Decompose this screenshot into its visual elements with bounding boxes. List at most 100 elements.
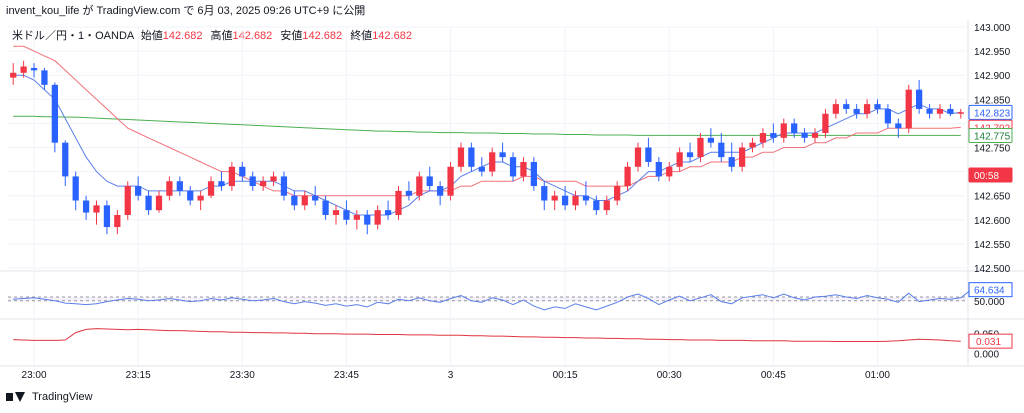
y-tick-label: 142.750 — [974, 144, 1011, 155]
x-tick-label: 01:00 — [865, 370, 890, 381]
candle-body — [291, 195, 298, 206]
candle-body — [405, 190, 413, 196]
candle-body — [541, 186, 548, 201]
osc-badge — [968, 333, 1013, 349]
ma-slow-line — [13, 45, 961, 197]
candle-body — [770, 133, 777, 138]
candle-body — [114, 214, 121, 228]
high-label: 高値 — [210, 30, 233, 42]
close-value: 142.682 — [372, 30, 412, 42]
x-tick-label: 00:15 — [553, 370, 578, 381]
rsi-line — [13, 289, 972, 311]
candle-body — [41, 70, 48, 85]
price-badge — [968, 167, 1013, 183]
candle-body — [301, 195, 308, 206]
candle-body — [957, 112, 964, 114]
tradingview-logo-icon — [6, 391, 26, 403]
close-label: 終値 — [350, 30, 373, 42]
candle-body — [468, 147, 475, 167]
low-label: 安値 — [280, 30, 303, 42]
candle-body — [895, 123, 902, 129]
candle-body — [20, 66, 27, 73]
candle-body — [624, 166, 631, 187]
low-value: 142.682 — [302, 30, 343, 42]
y-tick-label: 142.500 — [974, 264, 1011, 275]
price-badge — [968, 104, 1013, 120]
candle-body — [62, 142, 69, 177]
ma-long-line — [13, 115, 961, 136]
candle-body — [353, 214, 360, 220]
candle-body — [874, 104, 881, 109]
y-tick-label: 142.950 — [974, 47, 1011, 58]
candle-body — [614, 186, 621, 201]
ma-fast-line — [13, 74, 961, 216]
x-tick-label: 00:30 — [657, 370, 682, 381]
candle-body — [176, 181, 183, 191]
candle-body — [634, 147, 642, 167]
candle-body — [905, 89, 912, 129]
candle-body — [135, 186, 142, 196]
candle-body — [603, 200, 610, 211]
rsi-tick-label: 50.000 — [974, 297, 1005, 308]
candle-body — [30, 67, 38, 71]
x-tick-label: 23:15 — [126, 370, 151, 381]
candle-body — [228, 166, 236, 187]
candle-body — [51, 84, 58, 143]
candle-body — [707, 137, 715, 143]
candle-body — [416, 176, 423, 196]
candle-body — [426, 176, 433, 187]
candle-body — [582, 195, 590, 201]
candle-body — [926, 108, 933, 114]
x-tick-label: 23:45 — [334, 370, 359, 381]
candle-body — [447, 166, 454, 196]
candle-body — [72, 176, 79, 201]
symbol-label[interactable]: 米ドル／円・1・OANDA — [12, 30, 134, 42]
rsi-badge-label: 64.634 — [974, 286, 1005, 297]
candle-body — [218, 181, 225, 187]
tradingview-footer[interactable]: TradingView — [6, 391, 93, 403]
brand-label: TradingView — [32, 391, 93, 403]
y-tick-label: 142.900 — [974, 71, 1011, 82]
candle-body — [655, 161, 662, 177]
candle-body — [489, 152, 496, 172]
candle-body — [916, 89, 923, 109]
candle-body — [749, 142, 756, 148]
price-badge-label: 142.775 — [974, 131, 1011, 142]
candle-body — [728, 157, 735, 167]
candle-body — [166, 181, 173, 196]
candle-body — [10, 72, 17, 78]
candle-body — [936, 108, 944, 114]
candle-body — [572, 195, 579, 206]
x-tick-label: 00:45 — [761, 370, 786, 381]
candle-body — [759, 133, 767, 143]
candle-body — [811, 133, 819, 138]
candle-body — [520, 161, 527, 177]
x-tick-label: 3 — [448, 370, 454, 381]
candle-body — [530, 161, 537, 187]
candle-body — [187, 190, 194, 201]
rsi-badge — [968, 282, 1013, 298]
candle-body — [645, 147, 652, 162]
open-label: 始値 — [140, 30, 163, 42]
candle-body — [780, 123, 787, 138]
candle-body — [343, 210, 350, 220]
candle-body — [197, 195, 204, 201]
candle-body — [145, 195, 152, 211]
candle-body — [686, 152, 694, 158]
candle-body — [843, 104, 850, 109]
candle-body — [718, 142, 725, 158]
candle-body — [82, 200, 90, 213]
x-tick-label: 23:00 — [22, 370, 47, 381]
candle-body — [270, 176, 277, 182]
publish-info: invent_kou_life が TradingView.com で 6月 0… — [6, 5, 366, 17]
candle-body — [832, 104, 839, 114]
candle-body — [239, 166, 246, 177]
price-badge-label: 142.823 — [974, 108, 1011, 119]
y-tick-label: 142.600 — [974, 216, 1011, 227]
candle-body — [364, 214, 371, 225]
candle-body — [103, 205, 111, 228]
candle-body — [738, 147, 746, 167]
candle-body — [791, 123, 798, 134]
candle-body — [249, 176, 256, 187]
